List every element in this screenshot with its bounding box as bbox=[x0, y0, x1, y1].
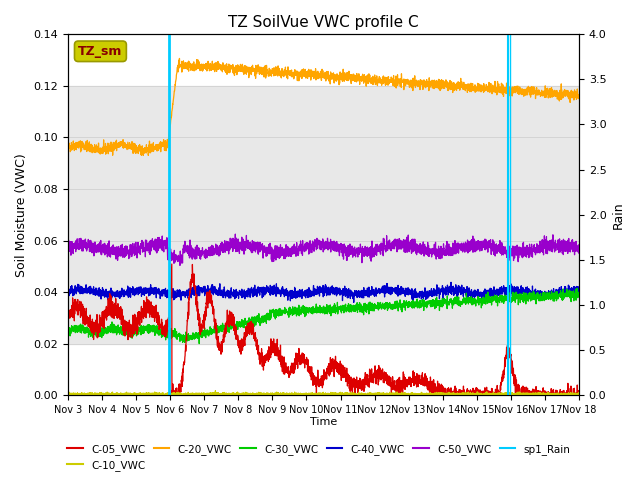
X-axis label: Time: Time bbox=[310, 417, 337, 427]
Y-axis label: Soil Moisture (VWC): Soil Moisture (VWC) bbox=[15, 153, 28, 276]
Legend: C-05_VWC, C-10_VWC, C-20_VWC, C-30_VWC, C-40_VWC, C-50_VWC, sp1_Rain: C-05_VWC, C-10_VWC, C-20_VWC, C-30_VWC, … bbox=[63, 439, 575, 475]
Text: TZ_sm: TZ_sm bbox=[78, 45, 123, 58]
Bar bbox=[68, 85, 579, 344]
Y-axis label: Rain: Rain bbox=[612, 201, 625, 228]
Title: TZ SoilVue VWC profile C: TZ SoilVue VWC profile C bbox=[228, 15, 419, 30]
